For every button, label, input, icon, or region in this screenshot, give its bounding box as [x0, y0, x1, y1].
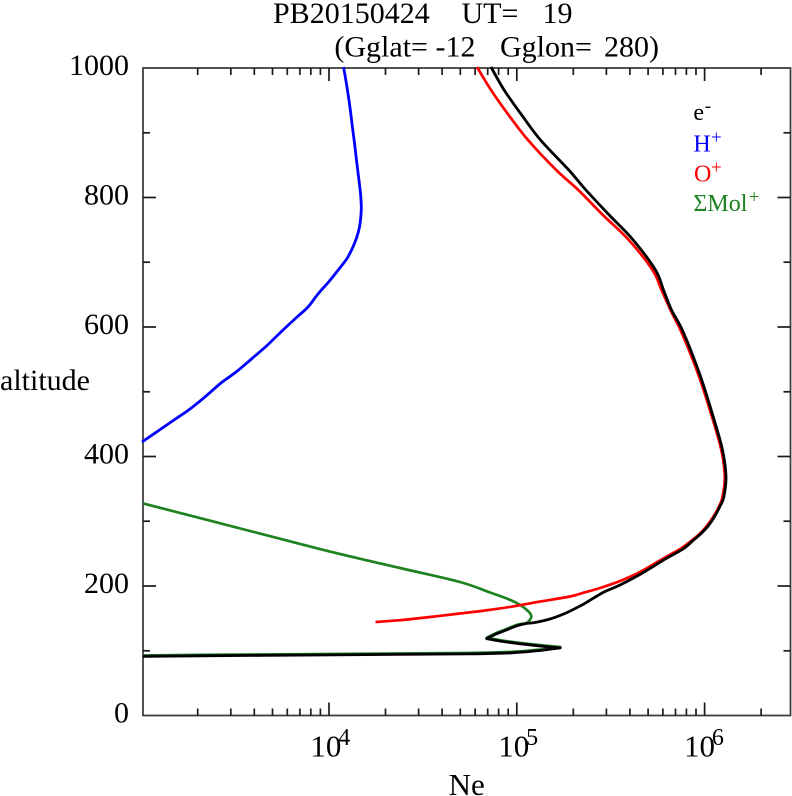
svg-text:-: - [705, 96, 711, 117]
svg-text:+: + [711, 158, 722, 179]
svg-text:800: 800 [84, 178, 129, 211]
svg-text:(Gglat= -12: (Gglat= -12 [334, 31, 475, 64]
svg-text:O: O [694, 162, 711, 188]
svg-text:600: 600 [84, 308, 129, 341]
svg-text:+: + [749, 187, 760, 208]
svg-text:PB20150424: PB20150424 [273, 0, 430, 30]
svg-text:0: 0 [114, 696, 129, 729]
svg-text:10: 10 [310, 729, 341, 764]
svg-text:altitude: altitude [0, 364, 90, 397]
svg-text:10: 10 [684, 729, 715, 764]
svg-text:4: 4 [338, 725, 350, 751]
svg-text:1000: 1000 [69, 49, 129, 82]
svg-text:6: 6 [712, 725, 724, 751]
svg-text:280): 280) [604, 31, 659, 64]
svg-text:Ne: Ne [449, 767, 485, 796]
svg-text:5: 5 [526, 725, 538, 751]
svg-text:ΣMol: ΣMol [693, 191, 747, 217]
svg-text:H: H [693, 132, 710, 158]
svg-text:Gglon=: Gglon= [500, 31, 592, 64]
svg-text:19: 19 [543, 0, 573, 30]
svg-text:e: e [693, 100, 704, 126]
svg-text:10: 10 [498, 729, 529, 764]
svg-text:400: 400 [84, 437, 129, 470]
svg-text:+: + [711, 128, 722, 149]
svg-text:UT=: UT= [462, 0, 519, 30]
svg-text:200: 200 [84, 567, 129, 600]
